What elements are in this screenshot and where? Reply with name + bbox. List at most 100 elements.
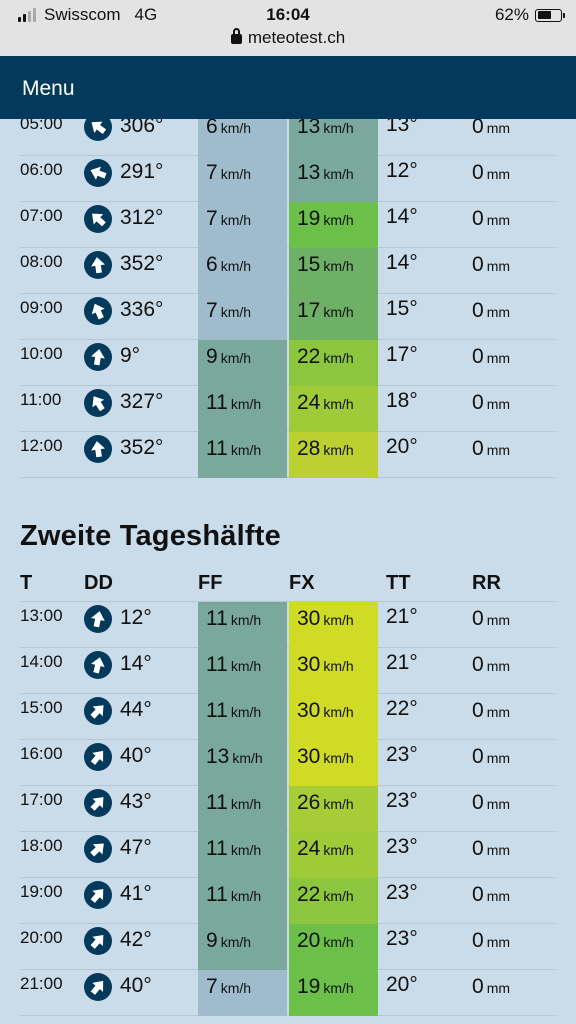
row-temperature: 20° <box>386 435 418 458</box>
rain-unit: mm <box>486 304 511 320</box>
table-row: 15:00 44° 11 km/h 30 km/h 22° 0 mm <box>20 694 555 740</box>
speed-unit: km/h <box>230 442 262 458</box>
row-rain-value: 0 <box>472 883 484 906</box>
header-t: T <box>20 572 33 594</box>
row-fx-cell: 13 km/h <box>289 119 378 156</box>
wind-direction-arrow-icon <box>84 435 112 463</box>
row-direction-degrees: 9° <box>120 344 141 367</box>
carrier-name: Swisscom <box>44 5 121 24</box>
row-temperature: 23° <box>386 927 418 950</box>
speed-unit: km/h <box>323 612 354 628</box>
speed-unit: km/h <box>323 350 354 366</box>
speed-unit: km/h <box>323 396 354 412</box>
row-fx-value: 30 <box>297 699 321 722</box>
header-ff: FF <box>198 572 223 594</box>
address-bar[interactable]: meteotest.ch <box>0 28 576 48</box>
row-direction-degrees: 327° <box>120 390 164 413</box>
row-fx-value: 30 <box>297 653 321 676</box>
row-fx-cell: 20 km/h <box>289 924 378 970</box>
row-fx-value: 19 <box>297 975 321 998</box>
speed-unit: km/h <box>323 888 354 904</box>
lock-icon <box>230 28 242 44</box>
rain-unit: mm <box>486 350 511 366</box>
row-direction-degrees: 44° <box>120 698 152 721</box>
speed-unit: km/h <box>323 120 354 136</box>
row-ff-value: 11 <box>206 837 228 860</box>
row-fx-cell: 13 km/h <box>289 156 378 202</box>
speed-unit: km/h <box>323 258 354 274</box>
row-ff-value: 11 <box>206 883 228 906</box>
speed-unit: km/h <box>220 120 252 136</box>
forecast-content[interactable]: 05:00 306° 6 km/h 13 km/h 13° 0 mm 06:00 291° 7 km/h… <box>0 119 576 1024</box>
row-direction-degrees: 40° <box>120 744 152 767</box>
wind-direction-arrow-icon <box>84 835 112 863</box>
table-row: 17:00 43° 11 km/h 26 km/h 23° 0 mm <box>20 786 555 832</box>
row-time: 06:00 <box>20 160 63 179</box>
row-ff-value: 11 <box>206 791 228 814</box>
row-fx-cell: 30 km/h <box>289 694 378 740</box>
wind-direction-arrow-icon <box>84 789 112 817</box>
row-ff-cell: 11 km/h <box>198 786 287 832</box>
row-ff-cell: 11 km/h <box>198 602 287 648</box>
row-fx-value: 26 <box>297 791 321 814</box>
row-ff-cell: 7 km/h <box>198 202 287 248</box>
row-direction-degrees: 41° <box>120 882 152 905</box>
speed-unit: km/h <box>220 212 252 228</box>
row-ff-cell: 9 km/h <box>198 924 287 970</box>
table-row: 06:00 291° 7 km/h 13 km/h 12° 0 mm <box>20 156 555 202</box>
menu-bar: Menu <box>0 56 576 119</box>
battery-icon <box>535 8 565 22</box>
row-ff-value: 6 <box>206 253 218 276</box>
row-direction-degrees: 352° <box>120 252 164 275</box>
row-direction-degrees: 14° <box>120 652 152 675</box>
table-row: 19:00 41° 11 km/h 22 km/h 23° 0 mm <box>20 878 555 924</box>
row-temperature: 17° <box>386 343 418 366</box>
row-fx-cell: 30 km/h <box>289 602 378 648</box>
network-type: 4G <box>134 5 158 24</box>
menu-button[interactable]: Menu <box>22 77 75 100</box>
row-time: 09:00 <box>20 298 63 317</box>
row-temperature: 20° <box>386 973 418 996</box>
table-row: 09:00 336° 7 km/h 17 km/h 15° 0 mm <box>20 294 555 340</box>
row-fx-value: 15 <box>297 253 321 276</box>
speed-unit: km/h <box>323 842 354 858</box>
row-temperature: 23° <box>386 789 418 812</box>
row-rain-value: 0 <box>472 119 484 138</box>
row-direction-degrees: 352° <box>120 436 164 459</box>
row-fx-value: 19 <box>297 207 321 230</box>
wind-direction-arrow-icon <box>84 927 112 955</box>
row-ff-value: 7 <box>206 975 218 998</box>
rain-unit: mm <box>486 842 511 858</box>
rain-unit: mm <box>486 934 511 950</box>
wind-direction-arrow-icon <box>84 881 112 909</box>
table-row: 10:00 9° 9 km/h 22 km/h 17° 0 mm <box>20 340 555 386</box>
row-time: 16:00 <box>20 744 63 763</box>
table-row: 05:00 306° 6 km/h 13 km/h 13° 0 mm <box>20 119 555 156</box>
row-time: 21:00 <box>20 974 63 993</box>
status-time: 16:04 <box>266 5 310 24</box>
table-row: 13:00 12° 11 km/h 30 km/h 21° 0 mm <box>20 602 555 648</box>
rain-unit: mm <box>486 750 511 766</box>
wind-direction-arrow-icon <box>84 205 112 233</box>
row-fx-cell: 22 km/h <box>289 878 378 924</box>
rain-unit: mm <box>486 704 511 720</box>
row-time: 12:00 <box>20 436 63 455</box>
rain-unit: mm <box>486 888 511 904</box>
row-temperature: 21° <box>386 651 418 674</box>
wind-direction-arrow-icon <box>84 159 112 187</box>
row-fx-cell: 24 km/h <box>289 832 378 878</box>
row-fx-value: 13 <box>297 119 321 138</box>
speed-unit: km/h <box>220 934 252 950</box>
row-ff-value: 7 <box>206 207 218 230</box>
row-temperature: 12° <box>386 159 418 182</box>
row-temperature: 22° <box>386 697 418 720</box>
row-ff-cell: 11 km/h <box>198 386 287 432</box>
row-ff-cell: 6 km/h <box>198 119 287 156</box>
row-time: 08:00 <box>20 252 63 271</box>
speed-unit: km/h <box>230 612 262 628</box>
status-left: Swisscom 4G <box>18 5 157 25</box>
row-rain-value: 0 <box>472 207 484 230</box>
row-fx-value: 30 <box>297 745 321 768</box>
wind-direction-arrow-icon <box>84 697 112 725</box>
speed-unit: km/h <box>323 980 354 996</box>
